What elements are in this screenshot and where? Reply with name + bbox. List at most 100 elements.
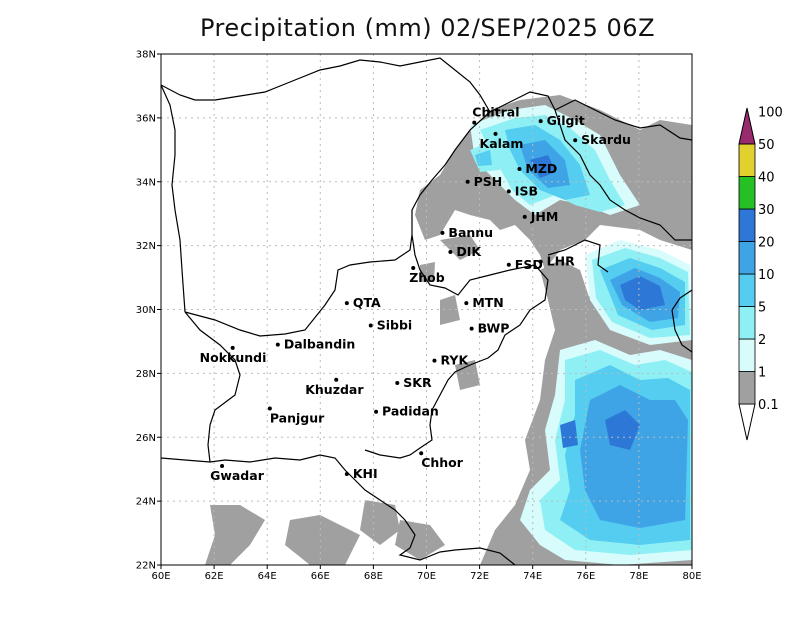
city-label: QTA: [353, 295, 381, 310]
colorbar-lower-arrow: [738, 403, 756, 441]
lon-tick-label: 76E: [576, 571, 595, 582]
city-marker: [472, 120, 477, 125]
city-marker: [538, 119, 543, 124]
city-label: Chhor: [421, 455, 464, 470]
city-marker: [538, 259, 543, 264]
boundaries: [161, 57, 692, 565]
city-label: PSH: [474, 174, 503, 189]
colorbar-segment: [738, 371, 756, 405]
city-label: Gwadar: [210, 468, 265, 483]
colorbar-label: 2: [758, 333, 766, 348]
city-marker: [411, 265, 416, 270]
colorbar-label: 10: [758, 268, 775, 283]
city-markers: Chitral Gilgit Kalam Skardu MZD PSH ISB JHM Bann…: [200, 105, 631, 483]
lat-tick-label: 30N: [136, 305, 156, 316]
lon-tick-label: 64E: [258, 571, 277, 582]
lat-tick-label: 22N: [136, 561, 156, 572]
city-marker: [395, 380, 400, 385]
city-marker: [432, 358, 437, 363]
colorbar-segment: [738, 273, 756, 307]
city-marker: [506, 262, 511, 267]
city-marker: [573, 138, 578, 143]
colorbar-segment: [738, 241, 756, 275]
colorbar-label: 30: [758, 203, 775, 218]
city-label: Bannu: [448, 225, 493, 240]
city-label: LHR: [547, 254, 575, 269]
lon-tick-label: 78E: [629, 571, 648, 582]
city-marker: [448, 250, 453, 255]
city-marker: [419, 451, 424, 456]
city-marker: [267, 406, 272, 411]
city-marker: [464, 301, 469, 306]
city-marker: [220, 463, 225, 468]
city-marker: [517, 166, 522, 171]
colorbar-label: 1: [758, 366, 766, 381]
city-marker: [368, 323, 373, 328]
longitude-axis: 60E 62E 64E 66E 68E 70E 72E 74E 76E 78E 80E: [151, 565, 702, 582]
city-label: JHM: [530, 209, 559, 224]
city-marker: [374, 409, 379, 414]
colorbar-segment: [738, 306, 756, 340]
colorbar-upper-arrow: [738, 107, 756, 145]
city-marker: [275, 342, 280, 347]
colorbar-segment: [738, 338, 756, 372]
city-label: BWP: [478, 321, 510, 336]
city-label: DIK: [456, 244, 482, 259]
lat-tick-label: 36N: [136, 113, 156, 124]
lon-tick-label: 66E: [311, 571, 330, 582]
city-label: Khuzdar: [305, 382, 364, 397]
lat-tick-label: 32N: [136, 241, 156, 252]
lon-tick-label: 62E: [205, 571, 224, 582]
city-marker: [344, 471, 349, 476]
city-label: Panjgur: [270, 411, 325, 426]
lat-tick-label: 26N: [136, 433, 156, 444]
city-marker: [440, 230, 445, 235]
colorbar-label: 0.1: [758, 398, 779, 413]
colorbar: 0.1 1 2 5 10 20 30 40 50 100: [738, 106, 783, 441]
city-label: Sibbi: [377, 317, 412, 332]
city-label: MTN: [472, 295, 503, 310]
latitude-axis: 22N 24N 26N 28N 30N 32N 34N 36N 38N: [136, 50, 161, 572]
city-label: Dalbandin: [284, 337, 356, 352]
city-label: SKR: [403, 375, 432, 390]
city-label: FSD: [515, 257, 543, 272]
lon-tick-label: 68E: [364, 571, 383, 582]
colorbar-label: 100: [758, 106, 783, 121]
colorbar-label: 20: [758, 236, 775, 251]
city-marker: [522, 214, 527, 219]
lon-tick-label: 72E: [470, 571, 489, 582]
city-marker: [506, 189, 511, 194]
lon-tick-label: 70E: [417, 571, 436, 582]
city-label: RYK: [440, 353, 469, 368]
colorbar-label: 50: [758, 138, 775, 153]
city-label: Nokkundi: [200, 350, 267, 365]
lat-tick-label: 38N: [136, 50, 156, 61]
colorbar-segment: [738, 176, 756, 210]
city-marker: [469, 326, 474, 331]
graticule: [161, 54, 692, 565]
precipitation-field: [205, 95, 692, 565]
lon-tick-label: 74E: [523, 571, 542, 582]
city-label: Zhob: [409, 270, 445, 285]
colorbar-segment: [738, 143, 756, 177]
city-marker: [230, 345, 235, 350]
lat-tick-label: 28N: [136, 369, 156, 380]
city-marker: [334, 377, 339, 382]
city-label: Padidan: [382, 404, 439, 419]
city-label: Gilgit: [547, 113, 585, 128]
lon-tick-label: 80E: [682, 571, 701, 582]
city-label: ISB: [515, 183, 538, 198]
city-label: Chitral: [472, 105, 519, 120]
map-title: Precipitation (mm) 02/SEP/2025 06Z: [199, 14, 656, 42]
lon-tick-label: 60E: [151, 571, 170, 582]
colorbar-segment: [738, 208, 756, 242]
city-label: Skardu: [581, 132, 631, 147]
lat-tick-label: 24N: [136, 497, 156, 508]
lat-tick-label: 34N: [136, 177, 156, 188]
city-label: Kalam: [480, 136, 524, 151]
city-label: KHI: [353, 466, 378, 481]
city-label: MZD: [525, 161, 557, 176]
colorbar-label: 5: [758, 301, 766, 316]
city-marker: [344, 301, 349, 306]
